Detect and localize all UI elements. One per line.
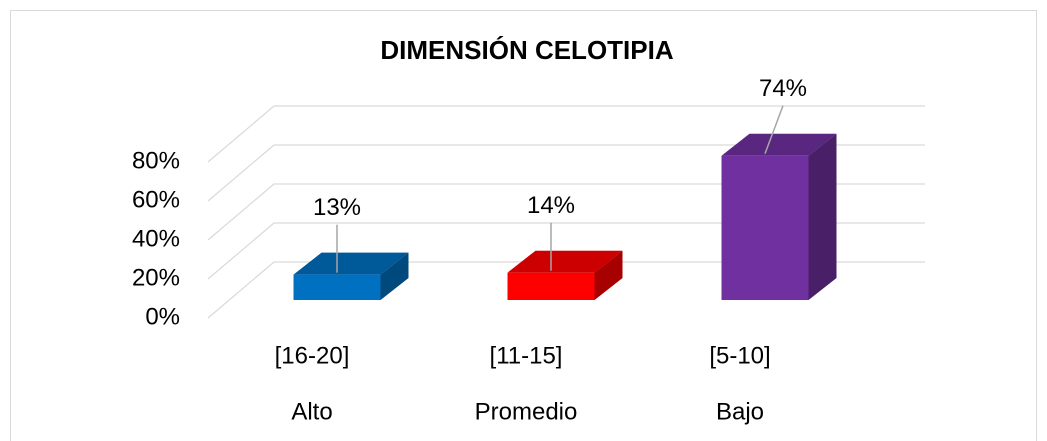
x-tick-label: [5-10]: [709, 342, 770, 369]
y-tick-label: 40%: [132, 225, 180, 252]
x-tick-label: [11-15]: [490, 342, 563, 369]
bar-side: [808, 133, 837, 300]
bar-side-shade: [380, 252, 409, 300]
bar-side-shade: [594, 250, 623, 300]
grid-line: [207, 222, 925, 280]
bar-top-shade: [721, 133, 837, 156]
bar-top: [293, 252, 409, 275]
y-tick-label: 80%: [132, 147, 180, 174]
bar-front: [721, 155, 809, 300]
data-label: 13%: [313, 194, 361, 221]
bar-side-shade: [808, 133, 837, 300]
chart-border: [10, 10, 1037, 441]
bar-front: [507, 272, 595, 300]
grid-line: [207, 144, 925, 202]
bar-top-shade: [293, 252, 409, 275]
leader-line: [764, 105, 784, 154]
y-tick-label: 20%: [132, 264, 180, 291]
data-label: 74%: [759, 75, 807, 102]
x-tick-label: Bajo: [716, 398, 764, 425]
bar-top: [721, 133, 837, 156]
bar-side: [380, 252, 409, 300]
bar-side: [594, 250, 623, 300]
bar: [721, 133, 837, 300]
chart-title: DIMENSIÓN CELOTIPIA: [380, 35, 673, 65]
grid-line: [207, 183, 925, 241]
bar: [507, 250, 623, 300]
grid-line: [207, 105, 925, 163]
bar: [293, 252, 409, 300]
y-tick-label: 60%: [132, 186, 180, 213]
x-tick-label: [16-20]: [275, 342, 350, 369]
x-tick-label: Promedio: [475, 398, 578, 425]
grid-line: [207, 261, 925, 319]
bar-top: [507, 250, 623, 273]
bar-front: [293, 274, 381, 300]
bar-top-shade: [507, 250, 623, 273]
x-tick-label: Alto: [291, 398, 332, 425]
y-tick-label: 0%: [145, 303, 180, 330]
data-label: 14%: [527, 192, 575, 219]
